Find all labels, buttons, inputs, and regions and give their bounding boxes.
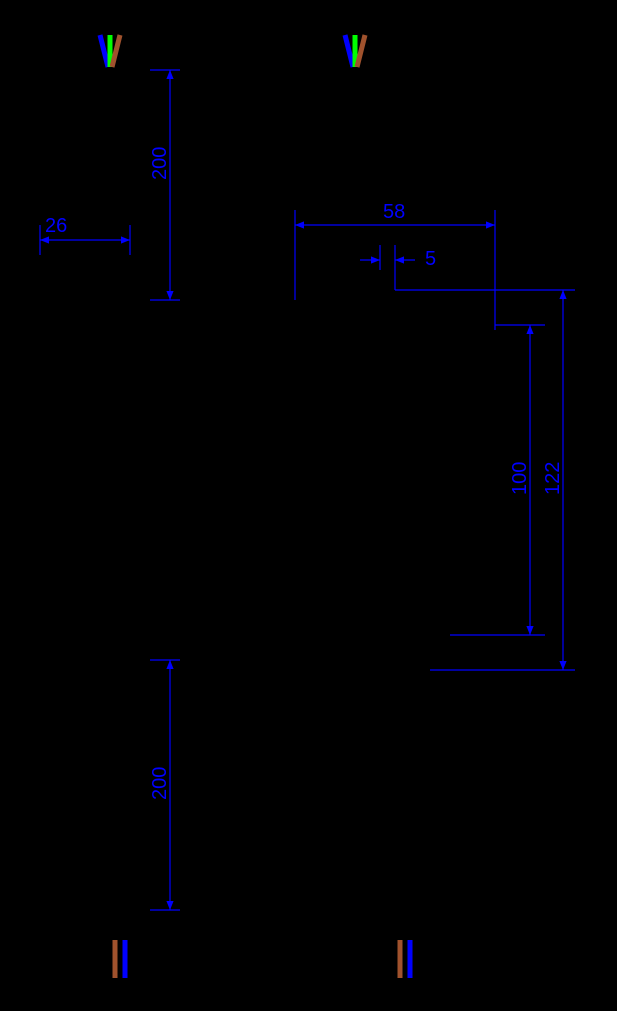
dim-58: 58 [383, 201, 405, 223]
dim-26: 26 [45, 215, 67, 237]
dim-200-top: 200 [149, 147, 171, 180]
dim-5: 5 [425, 248, 436, 270]
dim-200-bottom: 200 [149, 767, 171, 800]
dim-122: 122 [542, 462, 564, 495]
dim-100: 100 [509, 462, 531, 495]
technical-drawing: 200 200 26 58 5 100 122 [0, 0, 617, 1011]
